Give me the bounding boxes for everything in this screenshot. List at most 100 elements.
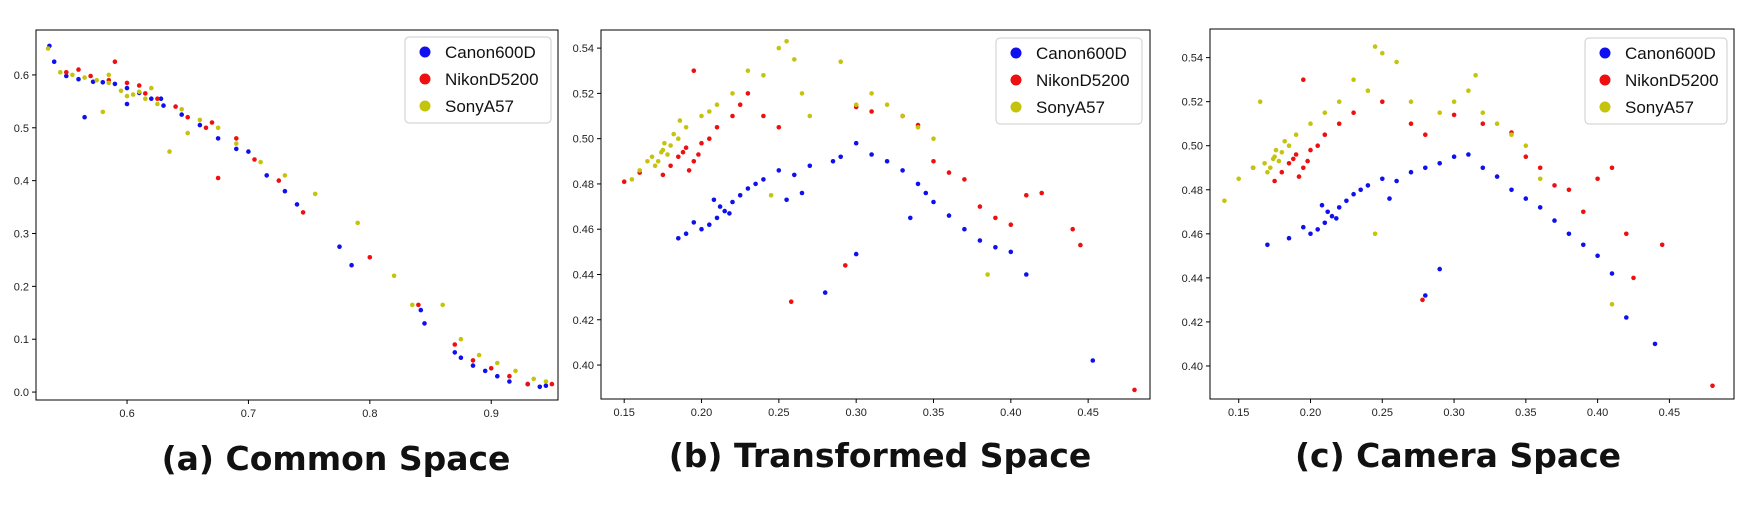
data-point: [1387, 196, 1392, 201]
data-point: [1351, 77, 1356, 82]
data-point: [1008, 222, 1014, 227]
legend-marker: [419, 46, 431, 58]
data-point: [665, 152, 670, 157]
data-point: [167, 149, 172, 154]
data-point: [686, 168, 692, 173]
data-point: [1437, 110, 1442, 115]
data-point: [1039, 190, 1044, 196]
data-point: [843, 263, 848, 268]
data-point: [699, 113, 704, 119]
data-point: [676, 154, 681, 160]
data-point: [90, 79, 96, 85]
data-point: [1132, 387, 1137, 393]
data-point: [76, 67, 81, 72]
data-point: [683, 231, 689, 236]
data-point: [51, 59, 57, 64]
data-point: [1394, 178, 1399, 184]
data-point: [655, 159, 661, 164]
data-point: [853, 140, 859, 146]
data-point: [707, 109, 712, 114]
data-point: [1380, 99, 1385, 104]
data-point: [185, 114, 190, 120]
data-point: [1286, 235, 1292, 241]
y-tick-label: 0.44: [573, 269, 594, 281]
data-point: [838, 59, 843, 64]
data-point: [838, 154, 843, 160]
data-point: [1523, 196, 1529, 201]
data-point: [677, 118, 683, 123]
data-point: [1301, 77, 1306, 82]
data-point: [1090, 358, 1096, 363]
data-point: [1365, 88, 1371, 93]
series-SonyA57: [45, 46, 549, 384]
data-point: [124, 101, 130, 107]
data-point: [234, 146, 239, 152]
data-point: [1408, 169, 1414, 175]
x-tick-label: 0.45: [1659, 407, 1680, 419]
data-point: [745, 91, 751, 96]
data-point: [282, 188, 288, 194]
y-tick-label: 0.40: [1182, 361, 1203, 373]
data-point: [124, 93, 130, 99]
data-point: [737, 193, 743, 198]
series-NikonD5200: [64, 59, 555, 387]
y-tick-label: 0.5: [14, 123, 29, 135]
data-point: [215, 175, 221, 181]
panel-transformed-space: 0.15 0.20 0.25 0.30 0.35 0.40 0.45 0.40 0.42 0.44…: [573, 29, 1151, 419]
data-point: [58, 70, 63, 75]
data-point: [931, 136, 936, 141]
data-point: [1336, 121, 1342, 126]
data-point: [792, 57, 797, 62]
data-point: [1265, 242, 1270, 248]
data-point: [668, 163, 673, 169]
data-point: [722, 208, 727, 214]
data-point: [799, 91, 805, 96]
data-point: [1494, 174, 1500, 179]
data-point: [203, 125, 209, 131]
legend-label: SonyA57: [1036, 98, 1105, 117]
data-point: [676, 136, 681, 141]
x-tick-label: 0.25: [1372, 407, 1393, 419]
data-point: [699, 226, 704, 232]
data-point: [1566, 231, 1572, 237]
x-tick-label: 0.25: [768, 407, 789, 419]
data-point: [1631, 275, 1636, 281]
data-point: [513, 368, 518, 374]
legend-label: Canon600D: [445, 43, 536, 62]
series-Canon600D: [1265, 152, 1658, 347]
data-point: [130, 92, 136, 97]
data-point: [1408, 121, 1414, 126]
data-point: [776, 45, 782, 51]
legend-label: NikonD5200: [1036, 71, 1130, 90]
data-point: [1325, 209, 1330, 215]
data-point: [367, 254, 373, 260]
data-point: [1365, 183, 1371, 188]
data-point: [660, 172, 666, 178]
data-point: [1609, 271, 1615, 276]
data-point: [993, 215, 998, 221]
y-tick-label: 0.40: [573, 360, 594, 372]
data-point: [946, 213, 952, 218]
data-point: [1710, 383, 1715, 389]
data-point: [1423, 132, 1428, 137]
data-point: [730, 113, 735, 119]
data-point: [699, 140, 704, 146]
caption-camera-space: (c) Camera Space: [1295, 436, 1621, 475]
data-point: [112, 59, 118, 64]
legend-marker: [1599, 74, 1611, 86]
data-point: [1451, 112, 1457, 118]
data-point: [215, 136, 221, 141]
data-point: [761, 73, 766, 78]
data-point: [252, 157, 257, 162]
data-point: [730, 91, 735, 96]
data-point: [1078, 242, 1083, 248]
data-point: [1480, 165, 1486, 171]
legend-marker: [419, 100, 431, 112]
data-point: [696, 152, 701, 157]
data-point: [915, 181, 921, 187]
data-point: [470, 363, 476, 368]
x-tick-label: 0.35: [1515, 407, 1536, 419]
legend-marker: [419, 73, 431, 85]
x-tick-label: 0.8: [362, 408, 377, 420]
data-point: [1265, 169, 1270, 175]
